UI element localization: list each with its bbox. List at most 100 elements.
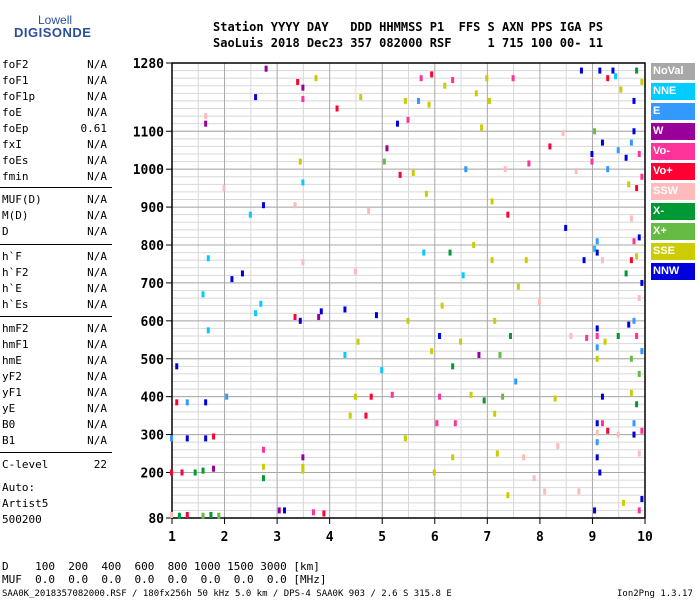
- echo-point: [201, 467, 205, 474]
- y-tick-label: 600: [141, 315, 165, 330]
- echo-point: [582, 257, 586, 264]
- echo-point: [611, 67, 615, 74]
- echo-point: [637, 370, 641, 377]
- x-tick-label: 8: [536, 530, 544, 545]
- echo-point: [595, 333, 599, 339]
- echo-point: [451, 363, 455, 370]
- echo-point: [595, 355, 599, 362]
- echo-point: [635, 67, 639, 74]
- echo-point: [498, 351, 502, 358]
- param-name: fxI: [2, 138, 22, 151]
- param-name: yE: [2, 402, 16, 415]
- param-value: N/A: [87, 266, 107, 279]
- y-tick-label: 1280: [133, 57, 164, 72]
- param-row: fmin N/A: [2, 170, 107, 186]
- echo-point: [537, 298, 541, 305]
- echo-point: [574, 168, 578, 175]
- echo-point: [614, 73, 618, 80]
- x-tick-label: 3: [273, 530, 281, 545]
- echo-point: [600, 257, 604, 264]
- legend-item-vo-: Vo-: [651, 143, 695, 160]
- echo-point: [175, 399, 179, 406]
- echo-point: [632, 420, 636, 427]
- echo-point: [556, 442, 560, 449]
- echo-point: [621, 499, 625, 506]
- param-row: h`F2 N/A: [2, 266, 107, 282]
- echo-point: [524, 257, 528, 264]
- y-tick-label: 300: [141, 429, 165, 444]
- echo-point: [464, 166, 468, 173]
- echo-point: [448, 249, 452, 256]
- param-value: N/A: [87, 209, 107, 222]
- param-name: h`F: [2, 250, 22, 263]
- echo-point: [451, 77, 455, 84]
- echo-point: [170, 435, 173, 442]
- echo-point: [443, 82, 447, 89]
- param-row: D N/A: [2, 225, 107, 241]
- param-value: N/A: [87, 74, 107, 87]
- param-row: hmF2 N/A: [2, 322, 107, 338]
- legend-item-w: W: [651, 123, 695, 140]
- echo-point: [577, 488, 581, 495]
- param-value: N/A: [87, 282, 107, 295]
- echo-point: [225, 393, 229, 400]
- echo-point: [640, 173, 644, 180]
- echo-point: [298, 158, 302, 165]
- logo-lowell: Lowell: [38, 13, 73, 27]
- separator: [0, 187, 112, 188]
- param-row: M(D) N/A: [2, 209, 107, 225]
- param-name: B1: [2, 434, 16, 447]
- echo-point: [380, 367, 384, 374]
- echo-point: [240, 270, 244, 277]
- param-value: N/A: [87, 322, 107, 335]
- param-value: N/A: [87, 225, 107, 238]
- legend-item-x-: X+: [651, 223, 695, 240]
- echo-point: [301, 84, 305, 91]
- param-value: N/A: [87, 170, 107, 183]
- echo-point: [301, 96, 305, 103]
- echo-point: [335, 105, 339, 112]
- param-name: foEp: [2, 122, 29, 135]
- echo-point: [261, 475, 265, 482]
- param-name: h`Es: [2, 298, 29, 311]
- echo-point: [635, 401, 639, 408]
- legend-item-nne: NNE: [651, 83, 695, 100]
- param-row: yF2 N/A: [2, 370, 107, 386]
- echo-point: [204, 435, 208, 442]
- echo-point: [403, 435, 407, 442]
- echo-point: [590, 151, 594, 157]
- param-name: foEs: [2, 154, 29, 167]
- param-name: yF2: [2, 370, 22, 383]
- param-name: foE: [2, 106, 22, 119]
- echo-point: [640, 427, 644, 434]
- echo-point: [632, 431, 636, 438]
- echo-point: [503, 166, 507, 173]
- param-name: fmin: [2, 170, 29, 183]
- param-name: D: [2, 225, 9, 238]
- param-name: foF1p: [2, 90, 36, 103]
- echo-point: [640, 496, 644, 503]
- echo-point: [422, 249, 426, 256]
- auto-line: Auto:: [2, 481, 36, 494]
- echo-point: [485, 75, 489, 82]
- param-name: B0: [2, 418, 16, 431]
- echo-point: [261, 202, 265, 209]
- echo-point: [261, 446, 265, 453]
- header-row-2: SaoLuis 2018 Dec23 357 082000 RSF 1 715 …: [213, 36, 604, 50]
- echo-point: [593, 507, 597, 514]
- param-name: h`F2: [2, 266, 29, 279]
- header-row-1: Station YYYY DAY DDD HHMMSS P1 FFS S AXN…: [213, 20, 604, 34]
- echo-point: [579, 67, 583, 74]
- echo-point: [469, 391, 473, 398]
- y-tick-label: 200: [141, 467, 165, 482]
- param-name: foF2: [2, 58, 29, 71]
- echo-point: [606, 166, 610, 173]
- param-name: hmF1: [2, 338, 29, 351]
- separator: [0, 244, 112, 245]
- echo-point: [301, 467, 305, 474]
- echo-point: [301, 259, 305, 266]
- echo-point: [600, 139, 604, 146]
- echo-point: [201, 291, 205, 298]
- param-value: N/A: [87, 338, 107, 351]
